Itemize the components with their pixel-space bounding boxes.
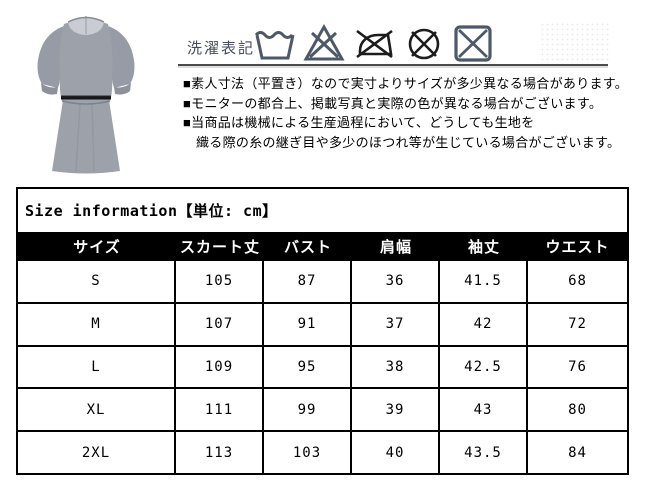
column-header-skirt-length: スカート丈	[179, 239, 260, 256]
size-table-body: S 105 87 36 41.5 68 M 107 91 37 42 72 L …	[18, 261, 627, 473]
cell-skirt-length: 111	[176, 389, 264, 431]
cell-size: XL	[18, 389, 176, 431]
cell-waist: 72	[568, 316, 587, 333]
cell-size: L	[18, 346, 176, 388]
wash-tub-icon	[254, 31, 295, 60]
cell-waist: 80	[568, 401, 587, 418]
disclaimer-notes: ■素人寸法（平置き）なので実寸よりサイズが多少異なる場合があります。 ■モニター…	[183, 74, 648, 152]
cell-skirt-length: 107	[176, 303, 264, 345]
column-header-shoulder: 肩幅	[379, 239, 412, 256]
cell-bust: 99	[264, 389, 352, 431]
cell-waist: 84	[568, 444, 587, 461]
cell-sleeve: 41.5	[440, 261, 528, 302]
note-line: ■当商品は機械による生産過程において、どうしても生地を	[183, 115, 535, 130]
column-header-waist: ウエスト	[545, 239, 610, 256]
no-bleach-icon	[303, 23, 345, 61]
size-table: Size information【単位: cm】 サイズ スカート丈 バスト 肩…	[16, 187, 629, 475]
note-line: 織る際の糸の継ぎ目や多少のほつれ等が生じている場合がございます。	[196, 134, 621, 150]
table-row: 2XL 113 103 40 43.5 84	[18, 432, 627, 473]
cell-shoulder: 38	[352, 346, 440, 388]
cell-waist: 76	[568, 358, 587, 375]
cell-sleeve: 42.5	[440, 346, 528, 388]
no-dry-clean-icon	[408, 28, 440, 60]
cell-skirt-length: 109	[176, 346, 264, 388]
cell-bust: 87	[264, 261, 352, 302]
care-symbols-row	[254, 23, 494, 63]
column-header-sleeve: 袖丈	[467, 239, 500, 256]
table-row: XL 111 99 39 43 80	[18, 389, 627, 433]
cell-bust: 103	[264, 432, 352, 473]
table-row: L 109 95 38 42.5 76	[18, 346, 627, 390]
table-row: S 105 87 36 41.5 68	[18, 261, 627, 304]
column-header-size: サイズ	[73, 239, 121, 256]
cell-sleeve: 42	[440, 303, 528, 345]
cell-skirt-length: 113	[176, 432, 264, 473]
cell-bust: 91	[264, 303, 352, 345]
care-label: 洗濯表記	[187, 40, 256, 57]
cell-size: S	[18, 261, 176, 302]
cell-size: 2XL	[18, 432, 176, 473]
cell-sleeve: 43	[440, 389, 528, 431]
section-divider-line	[178, 64, 608, 66]
note-line: ■素人寸法（平置き）なので実寸よりサイズが多少異なる場合があります。	[183, 76, 629, 91]
cell-shoulder: 36	[352, 261, 440, 302]
column-header-bust: バスト	[283, 239, 332, 256]
cell-skirt-length: 105	[176, 261, 264, 302]
cell-bust: 95	[264, 346, 352, 388]
size-table-header-row: サイズ スカート丈 バスト 肩幅 袖丈 ウエスト	[18, 232, 627, 261]
product-photo-dress	[30, 8, 142, 180]
size-table-title: Size information【単位: cm】	[25, 202, 278, 220]
cell-size: M	[18, 303, 176, 345]
cell-waist: 68	[568, 273, 587, 290]
note-line: ■モニターの都合上、掲載写真と実際の色が異なる場合がございます。	[183, 95, 603, 111]
cell-sleeve: 43.5	[440, 432, 528, 473]
no-iron-icon	[356, 29, 393, 59]
no-tumble-dry-icon	[454, 25, 492, 62]
table-row: M 107 91 37 42 72	[18, 303, 627, 347]
cell-shoulder: 37	[352, 303, 440, 345]
faint-watermark	[540, 22, 610, 64]
cell-shoulder: 39	[352, 389, 440, 431]
cell-shoulder: 40	[352, 432, 440, 473]
dress-illustration	[37, 16, 135, 174]
